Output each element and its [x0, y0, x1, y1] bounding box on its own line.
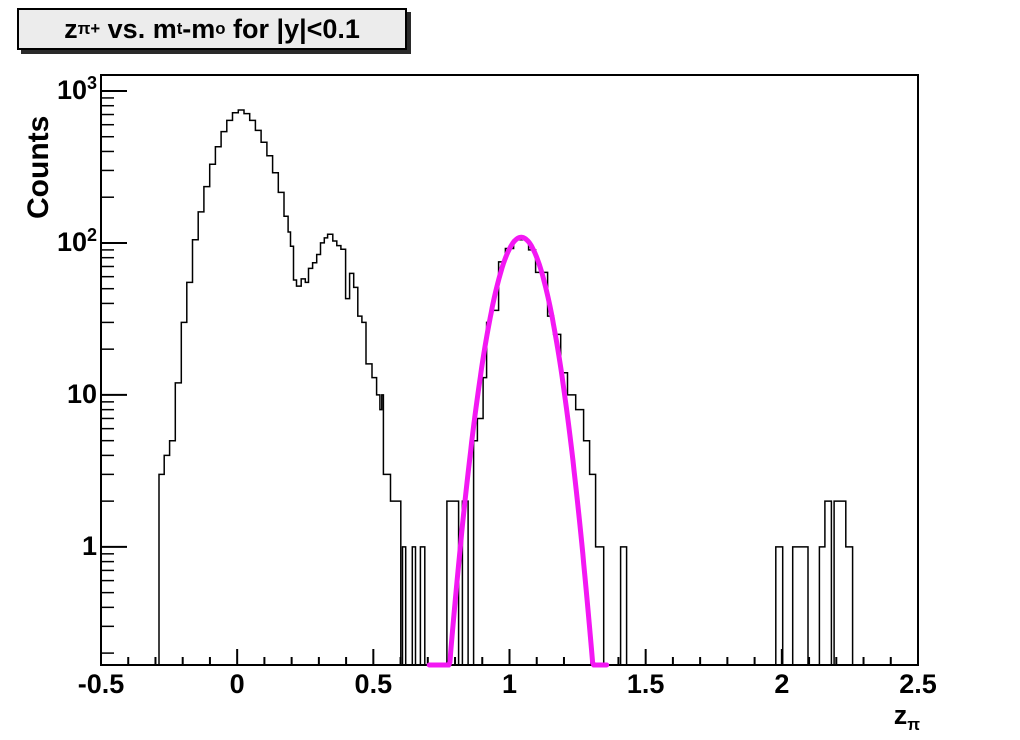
x-tick-label-1.5: 1.5: [626, 669, 665, 699]
x-tick-label-2.5: 2.5: [899, 669, 937, 699]
y-tick-label-1000: 103: [0, 72, 97, 108]
y-tick-exponent: 2: [86, 224, 97, 245]
x-tick-label-2: 2: [774, 669, 790, 699]
fit-curve: [426, 234, 610, 668]
y-tick-label-1: 1: [0, 531, 97, 561]
title-seg-z: z: [64, 13, 78, 44]
y-tick-exponent: 3: [86, 72, 97, 93]
y-tick-base: 10: [56, 74, 87, 105]
y-tick-label-10: 10: [0, 379, 97, 409]
title-seg-minus-m: -m: [182, 13, 216, 44]
title-seg-cut: for |y|<0.1: [225, 13, 360, 44]
y-tick-base: 10: [66, 378, 97, 409]
y-tick-base: 10: [56, 226, 87, 257]
x-tick-label--0.5: -0.5: [77, 669, 125, 699]
title-box: z π+ vs. m t -m o for |y|<0.1: [17, 8, 407, 50]
x-tick-label-0.5: 0.5: [354, 669, 393, 699]
histogram-line: [158, 109, 854, 666]
title-seg-o: o: [215, 19, 226, 38]
plot-frame: [100, 74, 919, 666]
y-tick-label-100: 102: [0, 224, 97, 260]
title-seg-pi-plus: π+: [77, 19, 101, 38]
x-axis-title: zπ: [894, 700, 920, 735]
x-tick-label-0: 0: [229, 669, 245, 699]
title-seg-vs-m: vs. m: [100, 13, 177, 44]
x-axis-title-main: z: [893, 700, 908, 730]
x-axis-title-sub: π: [907, 714, 920, 734]
title-seg-t: t: [176, 19, 183, 38]
x-tick-label-1: 1: [501, 669, 518, 699]
y-tick-base: 1: [81, 530, 97, 561]
